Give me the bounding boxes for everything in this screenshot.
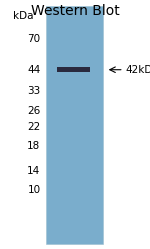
- Text: 42kDa: 42kDa: [125, 65, 150, 75]
- Text: 33: 33: [27, 86, 40, 96]
- Text: 18: 18: [27, 141, 40, 151]
- Text: 10: 10: [27, 186, 40, 195]
- Text: 14: 14: [27, 166, 40, 176]
- Text: 44: 44: [27, 65, 40, 75]
- Text: kDa: kDa: [12, 11, 33, 21]
- Bar: [46, 6, 103, 244]
- Text: 22: 22: [27, 122, 40, 132]
- Text: Western Blot: Western Blot: [31, 4, 119, 18]
- Bar: [57, 67, 90, 72]
- Text: 70: 70: [27, 34, 40, 44]
- Text: 26: 26: [27, 106, 40, 116]
